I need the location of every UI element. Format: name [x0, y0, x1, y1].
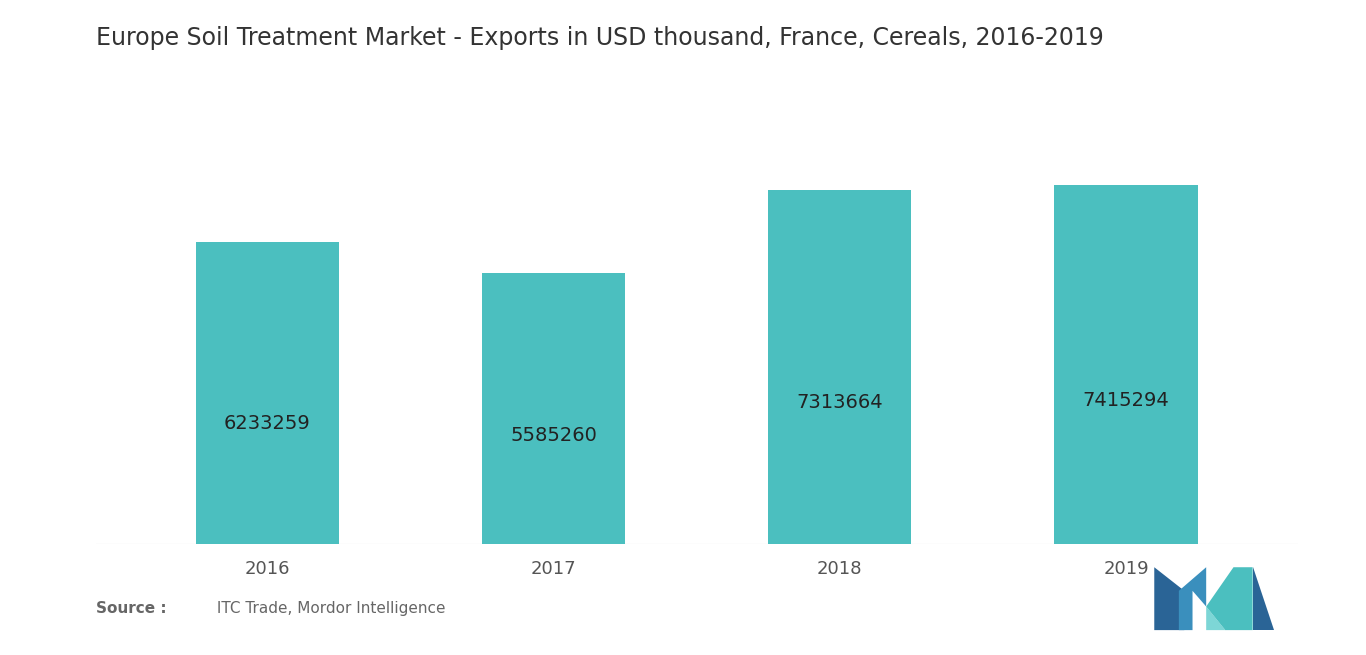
Text: 7313664: 7313664 — [796, 392, 882, 411]
Polygon shape — [1253, 567, 1274, 630]
Text: Source :: Source : — [96, 601, 167, 616]
Text: 6233259: 6233259 — [224, 413, 310, 432]
Text: 7415294: 7415294 — [1083, 390, 1169, 409]
Polygon shape — [1206, 607, 1225, 630]
Text: Europe Soil Treatment Market - Exports in USD thousand, France, Cereals, 2016-20: Europe Soil Treatment Market - Exports i… — [96, 26, 1104, 50]
Text: 5585260: 5585260 — [510, 426, 597, 445]
Bar — [768, 190, 911, 544]
Bar — [1055, 185, 1198, 544]
Bar — [482, 273, 626, 544]
Bar — [195, 242, 339, 544]
Polygon shape — [1179, 567, 1206, 630]
Polygon shape — [1154, 567, 1184, 630]
Text: ITC Trade, Mordor Intelligence: ITC Trade, Mordor Intelligence — [212, 601, 445, 616]
Polygon shape — [1206, 567, 1253, 630]
